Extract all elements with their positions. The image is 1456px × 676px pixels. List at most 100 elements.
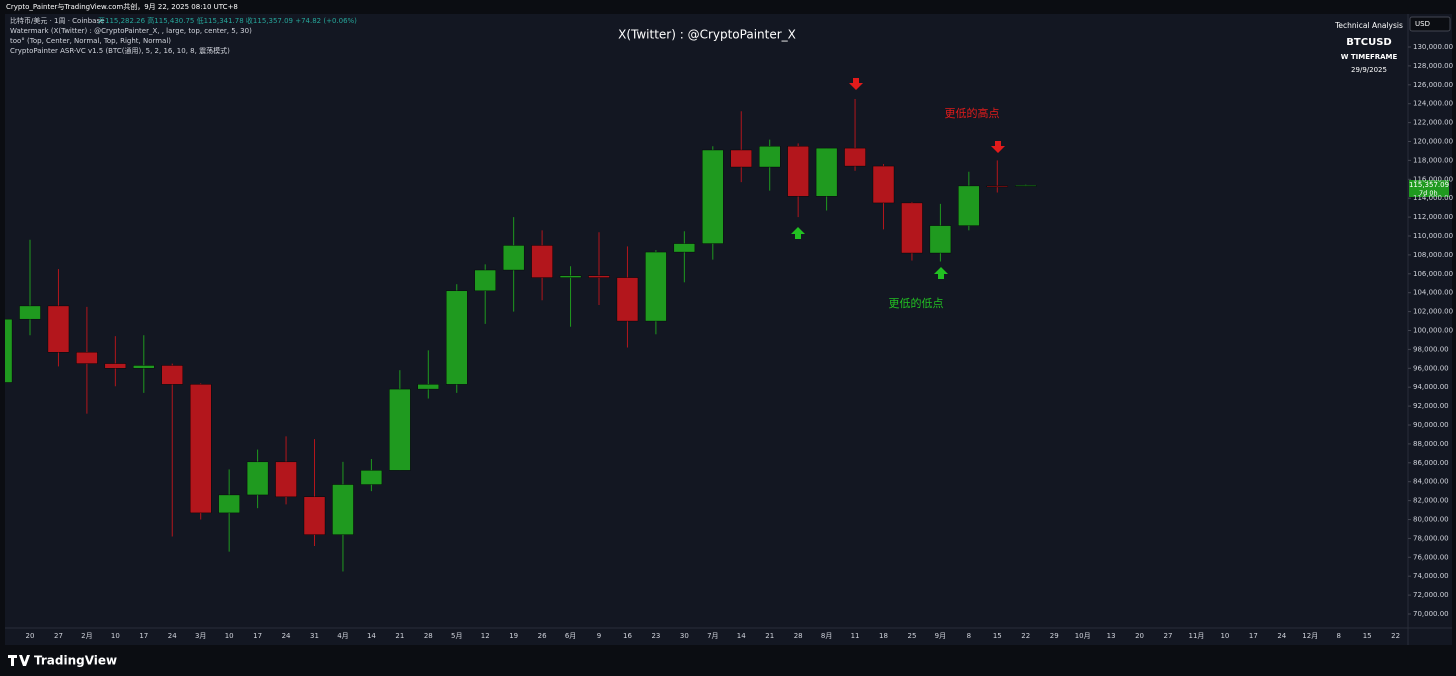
y-tick-label: 90,000.00 bbox=[1413, 421, 1449, 429]
candle-body bbox=[332, 484, 354, 535]
x-tick-label: 21 bbox=[765, 632, 774, 640]
candle-body bbox=[360, 470, 383, 485]
x-tick-label: 20 bbox=[26, 632, 35, 640]
arrow-up bbox=[934, 267, 948, 279]
x-tick-label: 11月 bbox=[1188, 632, 1204, 640]
x-tick-label: 22 bbox=[1021, 632, 1030, 640]
currency-box[interactable] bbox=[1409, 16, 1451, 32]
currency[interactable]: USD bbox=[1415, 20, 1430, 28]
y-tick-label: 108,000.00 bbox=[1413, 251, 1453, 259]
y-tick-label: 92,000.00 bbox=[1413, 402, 1449, 410]
y-tick-label: 76,000.00 bbox=[1413, 553, 1449, 561]
y-tick-label: 128,000.00 bbox=[1413, 62, 1453, 70]
y-tick-label: 82,000.00 bbox=[1413, 497, 1449, 505]
countdown: 7d 0h bbox=[1419, 189, 1438, 197]
candle-body bbox=[474, 269, 496, 292]
y-tick-label: 118,000.00 bbox=[1413, 156, 1453, 164]
y-tick-label: 114,000.00 bbox=[1413, 194, 1453, 202]
info-timeframe: W TIMEFRAME bbox=[1341, 53, 1398, 61]
x-tick-label: 18 bbox=[879, 632, 888, 640]
candle-body bbox=[218, 494, 240, 514]
y-tick-label: 126,000.00 bbox=[1413, 81, 1453, 89]
legend-line: too° (Top, Center, Normal, Top, Right, N… bbox=[10, 37, 171, 45]
legend-line: Watermark (X(Twitter) : @CryptoPainter_X… bbox=[10, 27, 252, 35]
y-tick-label: 94,000.00 bbox=[1413, 383, 1449, 391]
x-tick-label: 27 bbox=[1164, 632, 1173, 640]
y-tick-label: 98,000.00 bbox=[1413, 345, 1449, 353]
x-tick-label: 22 bbox=[1391, 632, 1400, 640]
x-tick-label: 11 bbox=[851, 632, 860, 640]
arrow-down bbox=[991, 141, 1005, 153]
x-tick-label: 12月 bbox=[1302, 632, 1318, 640]
x-tick-label: 12 bbox=[481, 632, 490, 640]
candle-body bbox=[446, 290, 468, 385]
candle-body bbox=[929, 225, 952, 254]
candle-body bbox=[5, 318, 13, 383]
x-tick-label: 17 bbox=[1249, 632, 1258, 640]
last-price-box bbox=[1409, 180, 1449, 197]
x-tick-label: 30 bbox=[680, 632, 689, 640]
watermark: X(Twitter) : @CryptoPainter_X bbox=[618, 28, 796, 42]
candle-body bbox=[815, 147, 838, 197]
x-tick-label: 10 bbox=[111, 632, 120, 640]
y-tick-label: 130,000.00 bbox=[1413, 43, 1453, 51]
x-tick-label: 29 bbox=[1050, 632, 1059, 640]
candle-body bbox=[616, 277, 639, 322]
x-tick-label: 8 bbox=[967, 632, 971, 640]
candle-body bbox=[787, 146, 809, 197]
candle-body bbox=[275, 461, 297, 498]
x-tick-label: 8月 bbox=[821, 632, 832, 640]
y-tick-label: 120,000.00 bbox=[1413, 138, 1453, 146]
x-tick-label: 21 bbox=[395, 632, 404, 640]
plot bbox=[5, 98, 1037, 572]
candle-body bbox=[76, 352, 98, 364]
candle-body bbox=[19, 305, 41, 320]
x-tick-label: 24 bbox=[168, 632, 177, 640]
arrows bbox=[791, 78, 1005, 279]
candle-body bbox=[673, 243, 696, 253]
x-tick-label: 10 bbox=[225, 632, 234, 640]
x-tick-label: 2月 bbox=[81, 632, 92, 640]
candle-body bbox=[47, 305, 70, 353]
x-tick-label: 25 bbox=[907, 632, 916, 640]
x-tick-label: 28 bbox=[424, 632, 433, 640]
y-tick-label: 110,000.00 bbox=[1413, 232, 1453, 240]
x-tick-label: 6月 bbox=[565, 632, 576, 640]
x-tick-label: 10月 bbox=[1075, 632, 1091, 640]
candle-body bbox=[161, 365, 183, 385]
x-tick-label: 9月 bbox=[935, 632, 946, 640]
candle-body bbox=[246, 461, 269, 496]
candle-body bbox=[645, 251, 667, 322]
brand-logo bbox=[8, 655, 30, 666]
y-tick-label: 116,000.00 bbox=[1413, 175, 1453, 183]
candle-body bbox=[104, 363, 127, 369]
x-tick-label: 13 bbox=[1107, 632, 1116, 640]
legend-symbol: 比特币/美元 · 1周 · Coinbase bbox=[10, 16, 104, 25]
x-tick-label: 9 bbox=[597, 632, 601, 640]
arrow-up bbox=[791, 227, 805, 239]
candle-body bbox=[559, 275, 582, 278]
candle-body bbox=[303, 496, 326, 535]
candle-body bbox=[531, 245, 553, 278]
x-tick-label: 27 bbox=[54, 632, 63, 640]
y-tick-label: 80,000.00 bbox=[1413, 516, 1449, 524]
x-tick-label: 14 bbox=[737, 632, 746, 640]
x-tick-label: 16 bbox=[623, 632, 632, 640]
x-tick-label: 14 bbox=[367, 632, 376, 640]
candle-body bbox=[872, 165, 895, 204]
brand: TradingView bbox=[34, 654, 117, 668]
x-tick-label: 5月 bbox=[451, 632, 462, 640]
y-tick-label: 84,000.00 bbox=[1413, 478, 1449, 486]
x-tick-label: 7月 bbox=[707, 632, 718, 640]
x-tick-label: 31 bbox=[310, 632, 319, 640]
y-tick-label: 104,000.00 bbox=[1413, 289, 1453, 297]
candle-body bbox=[901, 202, 923, 254]
candle-body bbox=[759, 146, 781, 168]
info-symbol: BTCUSD bbox=[1346, 37, 1391, 48]
annotation-lower-low: 更低的低点 bbox=[889, 296, 944, 310]
x-tick-label: 17 bbox=[139, 632, 148, 640]
x-tick-label: 23 bbox=[651, 632, 660, 640]
x-tick-label: 4月 bbox=[337, 632, 348, 640]
candle-body bbox=[958, 185, 980, 226]
